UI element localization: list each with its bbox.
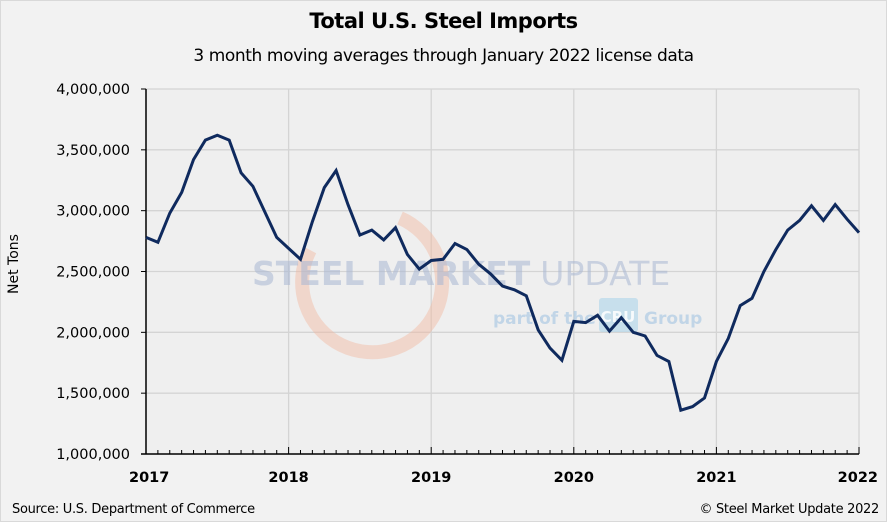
cru-badge-text: CRU	[601, 308, 636, 326]
x-tick-label: 2017	[129, 470, 169, 486]
watermark-bold: STEEL MARKET	[252, 254, 531, 293]
x-tick-label: 2020	[554, 470, 594, 486]
gridlines	[146, 88, 860, 454]
y-tick-label: 2,500,000	[56, 265, 130, 281]
y-tick-label: 1,000,000	[56, 447, 130, 463]
watermark-light: UPDATE	[540, 254, 670, 293]
watermark-group: Group	[644, 309, 702, 329]
x-tick-label: 2018	[268, 470, 308, 486]
y-tick-label: 4,000,000	[56, 82, 130, 98]
cru-badge	[599, 298, 638, 332]
series-group	[145, 133, 861, 413]
chart-title: Total U.S. Steel Imports	[309, 9, 578, 33]
x-tick-label: 2021	[696, 470, 736, 486]
watermark-part-of: part of the	[493, 309, 596, 329]
chart-subtitle: 3 month moving averages through January …	[193, 46, 694, 66]
x-tick-label: 2019	[411, 470, 451, 486]
watermark: STEEL MARKET UPDATE part of the CRU Group	[252, 211, 702, 360]
y-tick-label: 2,000,000	[56, 325, 130, 341]
y-tick-label: 3,000,000	[56, 204, 130, 220]
x-tick-labels: 2017 2018 2019 2020 2021 2022	[129, 470, 878, 486]
copyright-note: © Steel Market Update 2022	[699, 502, 879, 517]
source-note: Source: U.S. Department of Commerce	[12, 502, 255, 517]
y-tick-labels: 1,000,000 1,500,000 2,000,000 2,500,000 3,00…	[56, 82, 130, 463]
x-tick-label: 2022	[838, 470, 878, 486]
y-tick-label: 3,500,000	[56, 143, 130, 159]
watermark-line1: STEEL MARKET UPDATE	[252, 254, 670, 293]
watermark-swoosh	[295, 211, 450, 360]
y-tick-label: 1,500,000	[56, 386, 130, 402]
axes	[141, 88, 860, 455]
